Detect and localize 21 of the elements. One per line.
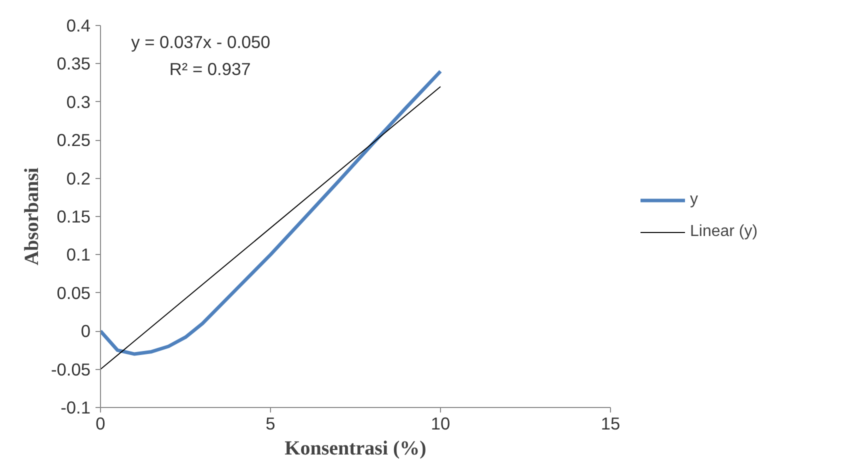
- y-axis-title: Absorbansi: [21, 167, 44, 266]
- y-tick-label: 0.1: [66, 244, 91, 265]
- x-tick-label: 5: [266, 414, 276, 434]
- legend-label: y: [690, 191, 699, 209]
- y-tick-label: 0.35: [56, 54, 91, 74]
- y-tick-label: 0.05: [56, 282, 91, 303]
- y-tick-label: -0.1: [60, 398, 90, 418]
- x-tick-label: 10: [430, 414, 450, 434]
- annotation: y = 0.037x - 0.050: [131, 32, 270, 52]
- y-tick-label: 0.3: [66, 92, 91, 112]
- x-tick-label: 0: [96, 414, 106, 434]
- y-tick-label: 0.2: [66, 168, 91, 188]
- y-tick-label: -0.05: [51, 359, 91, 380]
- y-tick-label: 0.25: [56, 130, 91, 150]
- y-tick-label: 0.4: [66, 16, 91, 36]
- x-tick-label: 15: [600, 414, 620, 434]
- x-axis-title: Konsentrasi (%): [284, 438, 426, 460]
- annotation: R² = 0.937: [169, 58, 251, 79]
- y-tick-label: 0.15: [56, 206, 91, 226]
- legend-label: Linear (y): [690, 223, 758, 241]
- y-tick-label: 0: [80, 321, 91, 342]
